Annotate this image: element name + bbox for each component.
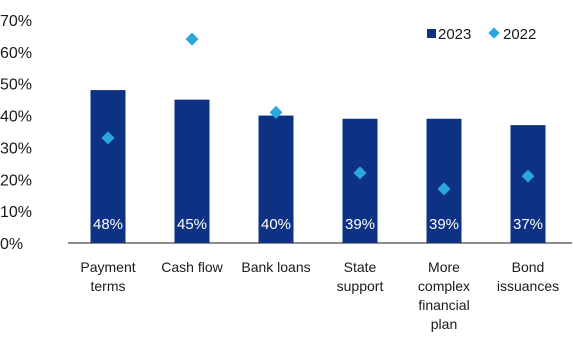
bar-2023 xyxy=(90,90,126,243)
bars-2023 xyxy=(90,90,546,244)
x-tick-label: Bond xyxy=(512,259,545,275)
data-label: 40% xyxy=(261,216,291,233)
legend-label-2023: 2023 xyxy=(438,26,471,43)
x-tick-label: More xyxy=(428,259,460,275)
y-tick-label: 50% xyxy=(0,77,32,94)
marker-2022 xyxy=(353,166,367,180)
legend: 2023 2022 xyxy=(427,26,536,43)
bar-2023 xyxy=(174,99,210,244)
x-tick-label: issuances xyxy=(497,278,559,294)
x-tick-label: terms xyxy=(91,278,126,294)
bar-2023 xyxy=(426,118,462,243)
x-tick-label: financial xyxy=(418,297,469,313)
y-tick-label: 40% xyxy=(0,109,32,126)
x-tick-label: State xyxy=(344,259,377,275)
x-tick-label: Cash flow xyxy=(161,259,223,275)
data-label: 45% xyxy=(177,216,207,233)
marker-2022 xyxy=(185,32,199,46)
y-tick-label: 70% xyxy=(0,13,32,30)
y-axis: 0% 10% 20% 30% 40% 50% 60% 70% xyxy=(0,13,32,253)
bar-2023 xyxy=(258,115,294,243)
markers-2022 xyxy=(101,32,535,196)
y-tick-label: 30% xyxy=(0,140,32,157)
x-tick-label: Payment xyxy=(80,259,135,275)
y-tick-label: 10% xyxy=(0,204,32,221)
marker-2022 xyxy=(437,182,451,196)
y-tick-label: 20% xyxy=(0,172,32,189)
marker-2022 xyxy=(269,105,283,119)
legend-swatch-2023 xyxy=(427,29,436,38)
x-tick-label: plan xyxy=(431,316,457,332)
x-tick-label: Bank loans xyxy=(241,259,310,275)
data-labels: 48% 45% 40% 39% 39% 37% xyxy=(93,216,543,233)
legend-label-2022: 2022 xyxy=(503,26,536,43)
legend-swatch-2022 xyxy=(488,27,500,39)
y-tick-label: 60% xyxy=(0,45,32,62)
bar-2023 xyxy=(510,125,546,243)
marker-2022 xyxy=(101,131,115,145)
marker-2022 xyxy=(521,169,535,183)
data-label: 37% xyxy=(513,216,543,233)
data-label: 48% xyxy=(93,216,123,233)
x-axis-labels: Payment terms Cash flow Bank loans State supp… xyxy=(80,259,559,332)
x-tick-label: complex xyxy=(418,278,470,294)
data-label: 39% xyxy=(345,216,375,233)
bar-2023 xyxy=(342,118,378,243)
data-label: 39% xyxy=(429,216,459,233)
x-tick-label: support xyxy=(337,278,384,294)
y-tick-label: 0% xyxy=(0,236,23,253)
